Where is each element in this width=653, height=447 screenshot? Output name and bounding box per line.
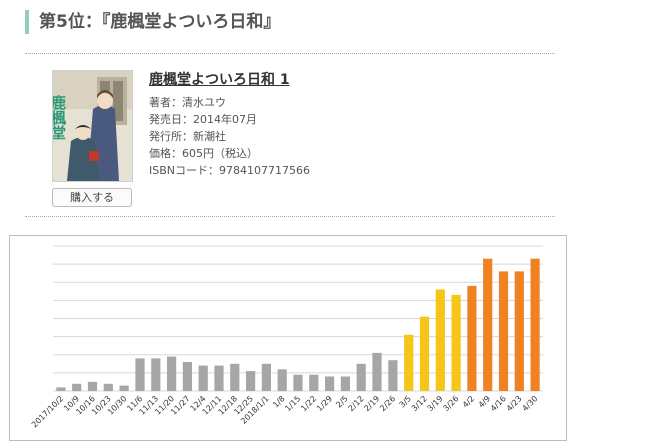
chart-x-tick-label: 2017/10/2 xyxy=(30,394,65,429)
chart-bar xyxy=(182,362,192,391)
chart-bar xyxy=(135,358,145,391)
chart-bar xyxy=(325,376,335,391)
chart-bar xyxy=(451,294,461,391)
chart-bar xyxy=(119,385,129,391)
chart-bar xyxy=(435,289,445,391)
chart-x-tick-label: 3/12 xyxy=(410,394,429,413)
publisher-text: 発行所：新潮社 xyxy=(149,130,226,143)
chart-bar xyxy=(167,356,177,391)
chart-x-tick-label: 4/23 xyxy=(505,394,524,413)
book-cover-image[interactable]: 鹿楓堂 xyxy=(52,70,133,182)
chart-x-tick-label: 2/12 xyxy=(347,394,366,413)
chart-bar xyxy=(530,258,540,391)
chart-x-tick-label: 4/2 xyxy=(461,394,476,409)
chart-x-tick-label: 4/30 xyxy=(520,394,539,413)
book-cover-illustration: 鹿楓堂 xyxy=(53,71,132,181)
chart-bar xyxy=(103,383,113,392)
chart-bar xyxy=(230,363,240,391)
chart-bar xyxy=(388,360,398,391)
chart-x-tick-label: 2/19 xyxy=(362,394,381,413)
cover-title-text: 鹿楓堂 xyxy=(53,94,67,140)
chart-bar xyxy=(277,369,287,392)
chart-bar xyxy=(498,271,509,391)
chart-bar xyxy=(467,285,477,391)
chart-x-tick-label: 1/29 xyxy=(315,394,334,413)
chart-x-tick-label: 3/26 xyxy=(441,394,460,413)
chart-x-tick-label: 4/16 xyxy=(489,394,508,413)
chart-bar xyxy=(198,365,208,391)
chart-bar xyxy=(87,381,98,391)
chart-x-tick-label: 2/26 xyxy=(378,394,397,413)
chart-bar xyxy=(214,365,224,391)
isbn-text: ISBNコード：9784107717566 xyxy=(149,164,310,177)
chart-bar xyxy=(151,358,161,391)
chart-x-tick-label: 3/19 xyxy=(426,394,445,413)
chart-bar xyxy=(72,383,82,392)
book-info: 著者：清水ユウ 発売日：2014年07月 発行所：新潮社 価格：605円（税込）… xyxy=(149,94,310,179)
chart-bar xyxy=(356,363,366,391)
chart-bar xyxy=(340,376,350,391)
chart-bar xyxy=(309,374,319,391)
chart-bar xyxy=(404,334,414,391)
chart-x-tick-label: 1/15 xyxy=(283,394,302,413)
sales-chart: 2017/10/2 10/9 10/16 10/23 10/30 11/6 11/13 11/… xyxy=(9,235,567,441)
buy-button[interactable]: 購入する xyxy=(52,188,132,207)
chart-bar xyxy=(261,363,271,391)
sales-chart-svg: 2017/10/210/910/1610/2310/3011/611/1311/… xyxy=(30,245,543,429)
author-text: 著者：清水ユウ xyxy=(149,96,226,109)
release-date-text: 発売日：2014年07月 xyxy=(149,113,257,126)
section-heading: 第5位：『鹿楓堂よついろ日和』 xyxy=(25,10,280,34)
book-title-link[interactable]: 鹿楓堂よついろ日和 1 xyxy=(149,72,290,88)
price-text: 価格：605円（税込） xyxy=(149,147,258,160)
divider-top xyxy=(25,53,555,54)
chart-bar xyxy=(514,271,524,391)
chart-bar xyxy=(293,374,303,391)
chart-bar xyxy=(246,371,256,391)
chart-x-tick-label: 1/22 xyxy=(299,394,318,413)
chart-bar xyxy=(483,258,493,391)
chart-bar xyxy=(372,352,382,391)
divider-bottom xyxy=(25,216,555,217)
chart-bar xyxy=(419,316,430,391)
chart-bar xyxy=(56,387,66,391)
